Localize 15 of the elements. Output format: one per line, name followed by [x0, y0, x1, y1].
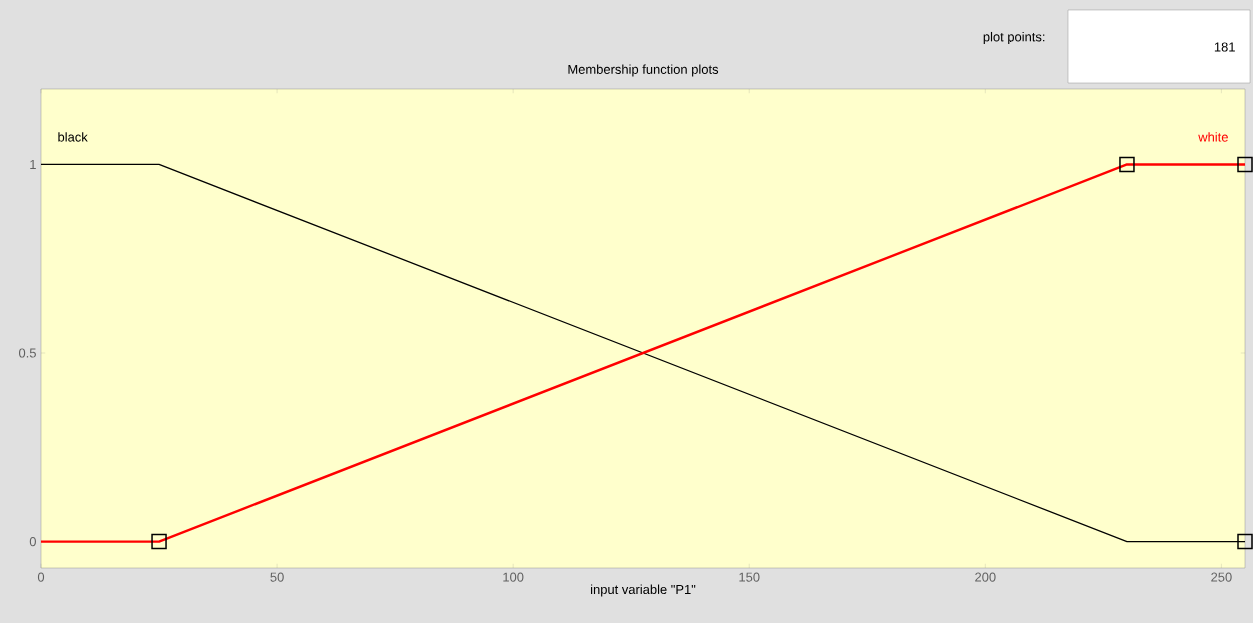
y-tick-label: 0.5 — [18, 348, 36, 358]
text: 181 — [1214, 42, 1235, 52]
x-tick-label: 250 — [1211, 572, 1232, 582]
series-label: black — [58, 132, 88, 142]
x-tick-label: 200 — [975, 572, 996, 582]
y-tick-label: 0 — [29, 537, 36, 547]
text: plot points: — [983, 31, 1045, 45]
x-tick-label: 150 — [739, 572, 760, 582]
x-tick-label: 100 — [503, 572, 524, 582]
x-axis-title: input variable "P1" — [591, 584, 696, 597]
x-tick-label: 50 — [270, 572, 284, 582]
y-tick-label: 1 — [30, 159, 36, 169]
x-tick-label: 0 — [37, 572, 45, 582]
series-label: white — [1198, 132, 1228, 142]
chart-title: Membership function plots — [568, 64, 719, 77]
